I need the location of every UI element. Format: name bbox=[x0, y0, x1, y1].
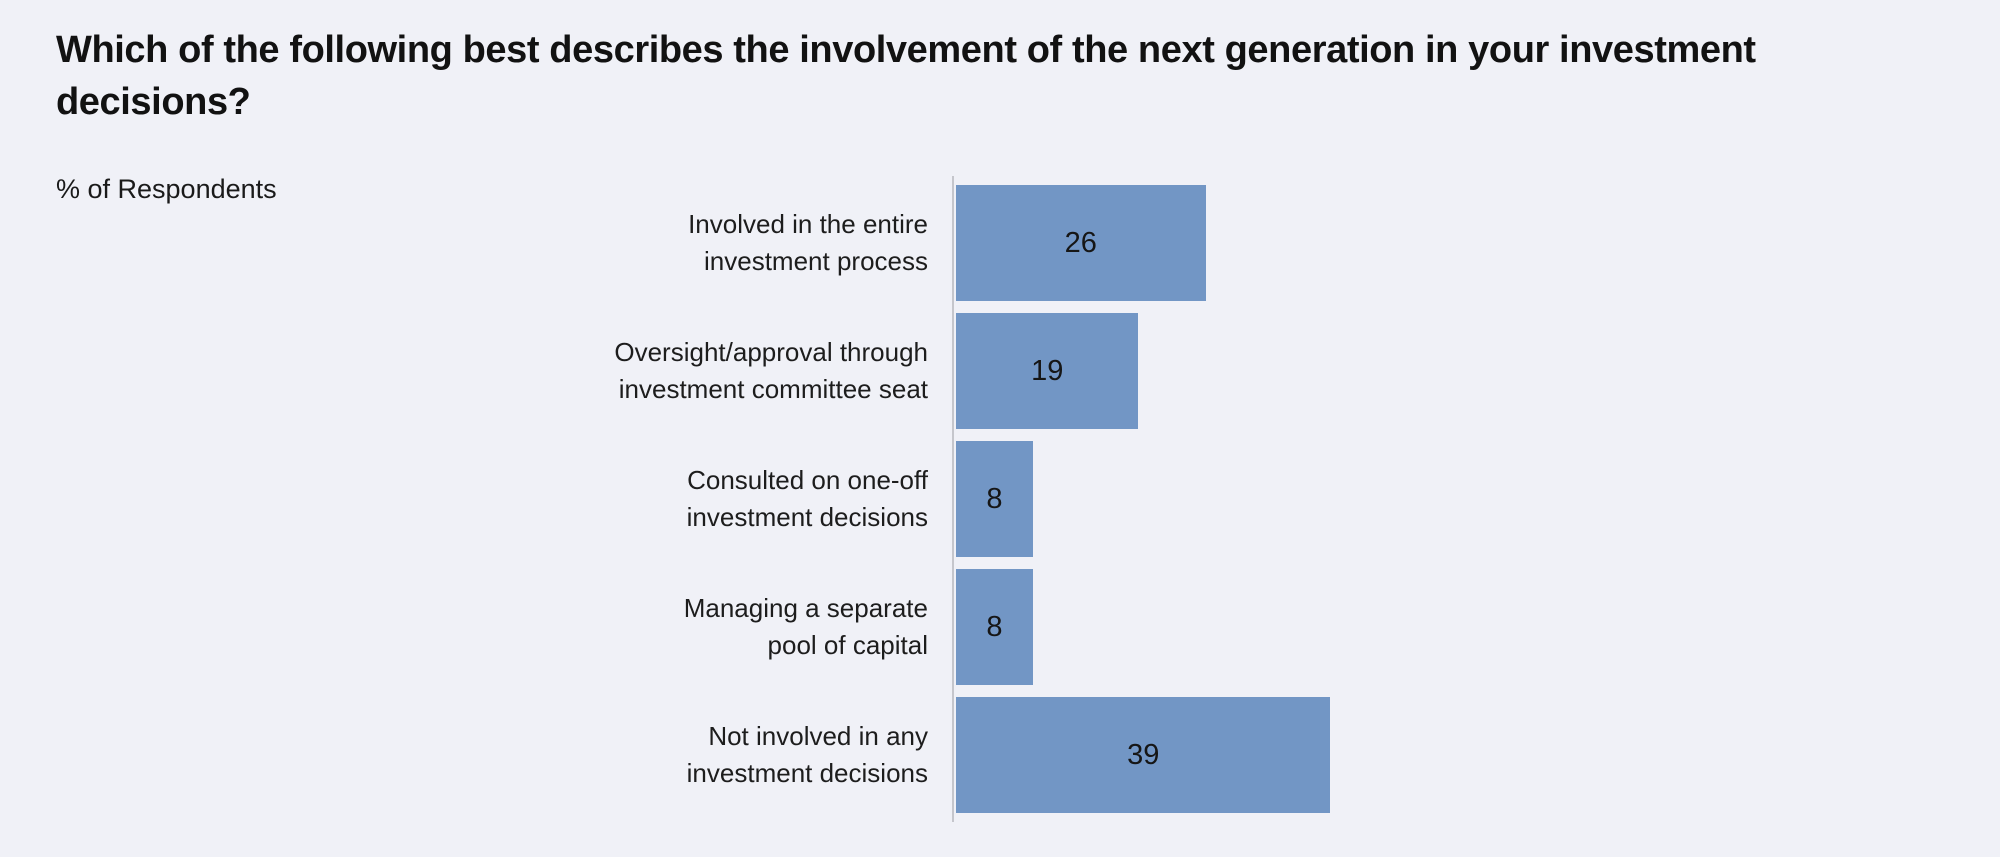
bar: 8 bbox=[956, 569, 1033, 685]
chart-row: Consulted on one-off investment decision… bbox=[0, 441, 2000, 557]
category-label: Involved in the entire investment proces… bbox=[688, 209, 928, 276]
category-label: Oversight/approval through investment co… bbox=[614, 337, 928, 404]
bar: 8 bbox=[956, 441, 1033, 557]
axis-line bbox=[952, 176, 954, 822]
chart-rows: Involved in the entire investment proces… bbox=[0, 176, 2000, 822]
bar-chart: Involved in the entire investment proces… bbox=[0, 176, 2000, 822]
units-label: % of Respondents bbox=[56, 174, 277, 204]
bar-value: 19 bbox=[1031, 354, 1064, 387]
chart-title: Which of the following best describes th… bbox=[56, 29, 1756, 123]
chart-row: Not involved in any investment decisions… bbox=[0, 697, 2000, 813]
chart-row: Involved in the entire investment proces… bbox=[0, 185, 2000, 301]
category-label: Not involved in any investment decisions bbox=[686, 721, 928, 788]
bar-value: 8 bbox=[986, 610, 1003, 643]
chart-row: Oversight/approval through investment co… bbox=[0, 313, 2000, 429]
bar-value: 8 bbox=[986, 482, 1003, 515]
bar-value: 26 bbox=[1064, 226, 1097, 259]
category-label: Managing a separate pool of capital bbox=[683, 593, 928, 660]
bar-value: 39 bbox=[1127, 738, 1160, 771]
bar: 19 bbox=[956, 313, 1139, 429]
bar: 26 bbox=[956, 185, 1206, 301]
chart-row: Managing a separate pool of capital 8 bbox=[0, 569, 2000, 685]
bar: 39 bbox=[956, 697, 1331, 813]
category-label: Consulted on one-off investment decision… bbox=[686, 465, 928, 532]
